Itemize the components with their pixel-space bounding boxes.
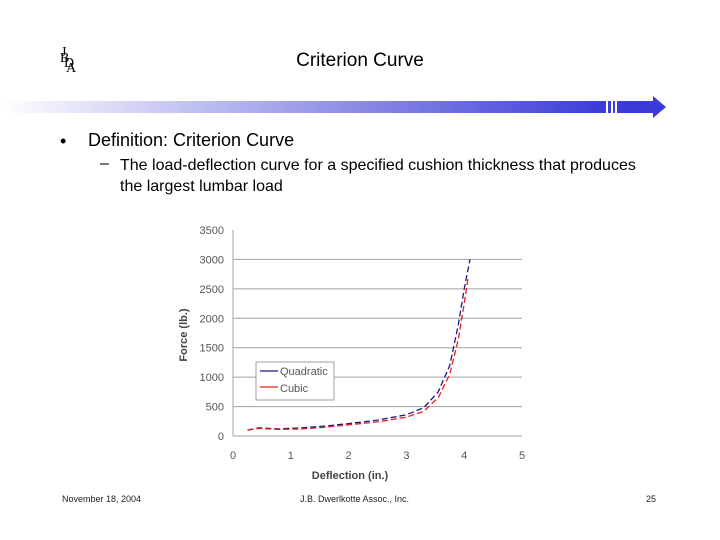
series-line-quadratic [247, 259, 471, 431]
logo-letter: J [61, 45, 67, 60]
x-tick-labels: 0 1 2 3 4 5 [230, 450, 525, 462]
x-tick-label: 1 [288, 450, 294, 462]
y-tick-label: 1500 [200, 343, 224, 355]
logo-letter: D [64, 56, 75, 71]
company-logo: J B D A [58, 46, 82, 76]
legend-label-quadratic: Quadratic [280, 366, 328, 378]
chart-legend: Quadratic Cubic [255, 361, 335, 401]
x-tick-label: 4 [461, 450, 467, 462]
slide-title: Criterion Curve [296, 50, 424, 71]
footer-date: November 18, 2004 [62, 494, 142, 504]
series-lines [247, 259, 471, 431]
footer-organization: J.B. Dwerlkotte Assoc., Inc. [300, 494, 410, 504]
sub-bullet-text: The load-deflection curve for a specifie… [120, 157, 636, 195]
x-axis-label: Deflection (in.) [312, 470, 389, 482]
x-tick-label: 3 [403, 450, 409, 462]
y-tick-labels: 0 500 1000 1500 2000 2500 3000 3500 [200, 225, 224, 443]
y-tick-label: 0 [218, 431, 224, 443]
y-tick-label: 3000 [200, 254, 224, 266]
legend-box [255, 361, 335, 401]
y-tick-label: 2000 [200, 313, 224, 325]
logo-letter: A [66, 61, 77, 76]
x-tick-label: 2 [346, 450, 352, 462]
sub-bullet-marker: – [100, 155, 109, 172]
y-axis-label: Force (lb.) [178, 308, 190, 362]
legend-label-cubic: Cubic [280, 383, 309, 395]
title-gradient-bar [0, 96, 666, 118]
series-line-cubic [247, 277, 469, 431]
bullet-text: Definition: Criterion Curve [88, 130, 295, 150]
x-tick-label: 0 [230, 450, 236, 462]
y-tick-label: 1000 [200, 372, 224, 384]
chart-grid [232, 230, 522, 437]
bullet-marker: • [60, 131, 67, 151]
y-tick-label: 500 [206, 402, 224, 414]
logo-letter: B [60, 51, 70, 66]
criterion-curve-chart: 0 500 1000 1500 2000 2500 3000 3500 0 1 2 3 4 5 Quad… [178, 225, 525, 482]
footer-page-number: 25 [646, 494, 657, 504]
y-tick-label: 2500 [200, 284, 224, 296]
y-tick-label: 3500 [200, 225, 224, 237]
x-tick-label: 5 [519, 450, 525, 462]
